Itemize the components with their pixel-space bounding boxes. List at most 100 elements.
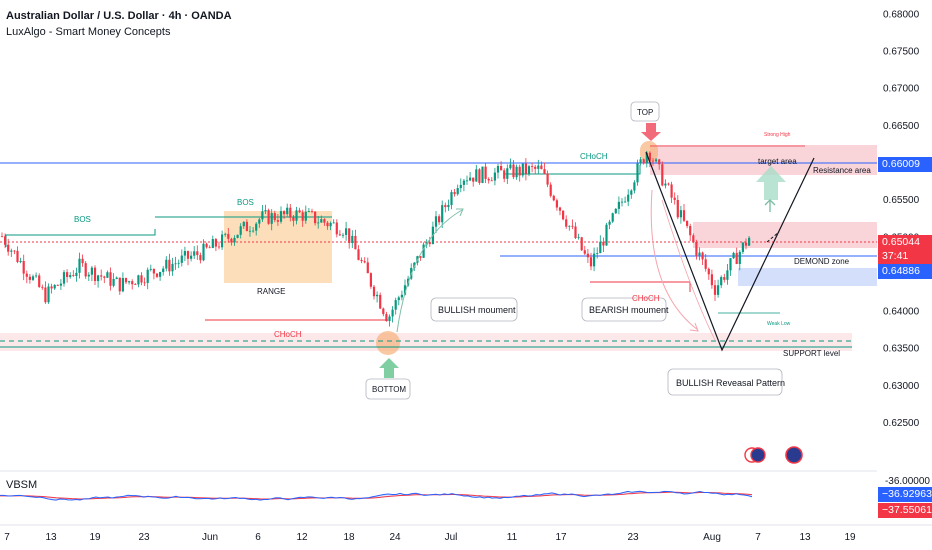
candle-body [701, 252, 704, 260]
candle-body [162, 268, 165, 273]
candle-body [744, 242, 748, 246]
candle-body [543, 169, 546, 174]
candle-body [484, 166, 487, 179]
choch-top-label: CHoCH [580, 152, 608, 161]
candle-body [531, 166, 534, 167]
candle-body [165, 259, 168, 269]
candle-body [317, 222, 320, 224]
candle-body [193, 251, 196, 256]
candle-body [332, 222, 335, 224]
candle-body [382, 308, 385, 315]
time-tick-label: 11 [507, 532, 518, 543]
candle-body [19, 261, 22, 263]
event-icons[interactable] [744, 446, 803, 464]
candle-body [348, 228, 351, 244]
candle-body [441, 205, 444, 223]
candle-body [248, 230, 252, 232]
candle-body [552, 195, 555, 201]
candle-body [574, 226, 577, 238]
candle-body [620, 201, 624, 203]
candle-body [72, 275, 75, 276]
candle-body [428, 242, 431, 244]
top-label: TOP [637, 108, 653, 117]
choch-low-label: CHoCH [274, 330, 302, 339]
candle-body [490, 180, 493, 182]
candle-body [447, 204, 450, 208]
bos-left-line [5, 229, 156, 247]
support-zone [0, 333, 852, 351]
candle-body [115, 277, 118, 279]
candle-body [624, 201, 627, 203]
time-tick-label: 12 [296, 532, 308, 543]
candle-body [673, 197, 676, 200]
bos-left-label: BOS [74, 215, 91, 224]
time-tick-label: 13 [45, 532, 57, 543]
candle-body [230, 238, 233, 243]
candle-body [298, 210, 301, 213]
candle-body [540, 165, 543, 170]
candle-body [413, 262, 416, 268]
candle-body [22, 261, 25, 274]
candle-body [47, 286, 50, 303]
indicator-name: LuxAlgo - Smart Money Concepts [6, 26, 171, 38]
candle-body [515, 166, 518, 178]
candle-body [109, 272, 112, 286]
candle-body [537, 165, 540, 169]
candle-body [651, 160, 655, 162]
candle-body [475, 169, 478, 182]
reversal-v-line [645, 151, 815, 352]
time-tick-label: 17 [555, 532, 567, 543]
candle-body [583, 250, 586, 254]
candle-body [335, 222, 338, 235]
candle-body [391, 309, 394, 317]
time-tick-label: 7 [755, 532, 761, 543]
candle-body [38, 275, 41, 287]
candle-body [168, 259, 171, 272]
bullish-curve-arrowhead [456, 208, 464, 217]
candle-body [630, 190, 633, 195]
bos-range-label: BOS [237, 198, 254, 207]
vbsm-label: VBSM [6, 479, 38, 491]
time-tick-label: 19 [89, 532, 101, 543]
vbsm-top-label: -36.00000 [884, 476, 930, 487]
range-label: RANGE [257, 287, 285, 296]
candle-body [593, 253, 596, 267]
candle-body [658, 159, 661, 165]
candle-body [190, 255, 193, 259]
candle-body [422, 244, 425, 258]
candle-body [385, 314, 388, 322]
candle-body [527, 166, 531, 174]
candle-body [748, 237, 751, 246]
candle-body [227, 233, 230, 239]
candle-body [602, 241, 605, 246]
candle-body [741, 242, 744, 252]
candle-body [363, 261, 366, 263]
candle-body [310, 210, 314, 212]
candle-body [487, 178, 490, 181]
au-flag-icon-2[interactable] [785, 446, 803, 464]
candle-body [596, 253, 599, 254]
au-flag-icon-1[interactable] [750, 447, 766, 463]
candle-body [506, 168, 509, 179]
time-tick-label: 18 [343, 532, 355, 543]
time-axis[interactable]: 7 13 19 23 Jun 6 12 18 24 Jul 11 17 23 Aug 7 13 19 [4, 532, 856, 543]
candle-body [453, 192, 456, 195]
candle-body [329, 222, 332, 227]
target-arrow-small [764, 199, 776, 212]
candle-body [137, 275, 140, 285]
candle-body [103, 276, 106, 278]
candle-body [682, 210, 686, 221]
candle-body [208, 247, 211, 249]
candle-body [326, 222, 329, 227]
candle-body [664, 183, 667, 186]
weak-low-label: Weak Low [767, 321, 791, 327]
candle-body [397, 297, 400, 301]
candle-body [372, 286, 376, 297]
candle-body [59, 283, 62, 286]
candle-body [320, 219, 323, 223]
candle-body [558, 207, 562, 211]
candle-body [211, 239, 214, 248]
choch-top-line [505, 165, 641, 175]
candle-body [400, 294, 403, 298]
